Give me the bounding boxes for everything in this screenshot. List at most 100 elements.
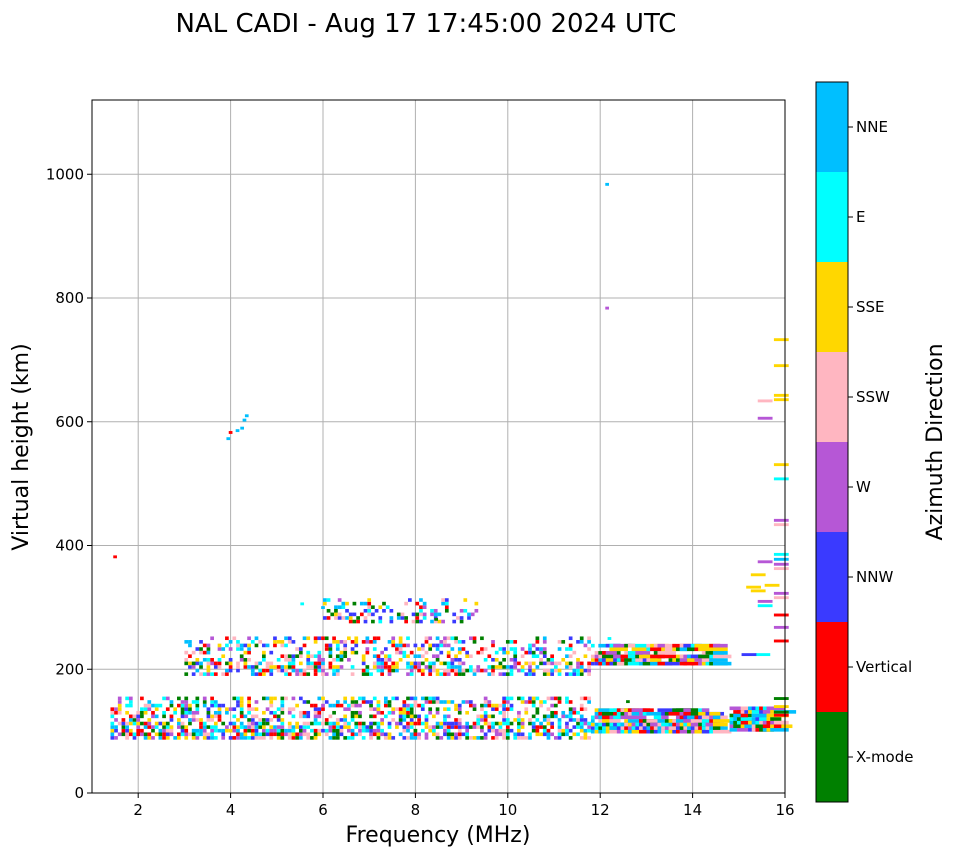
echo-point — [295, 647, 299, 651]
echo-point — [757, 604, 773, 608]
echo-point — [125, 728, 129, 733]
echo-point — [269, 668, 274, 673]
echo-point — [367, 608, 372, 613]
echo-point — [306, 721, 311, 726]
echo-point — [561, 728, 566, 733]
echo-point — [335, 700, 340, 704]
echo-point — [206, 661, 211, 666]
echo-point — [579, 640, 584, 644]
echo-point — [369, 707, 373, 711]
echo-point — [554, 714, 558, 719]
echo-point — [358, 728, 362, 733]
echo-point — [773, 463, 789, 467]
echo-point — [450, 665, 455, 669]
echo-point — [520, 647, 525, 651]
echo-point — [505, 721, 510, 726]
echo-point — [528, 650, 532, 655]
echo-point — [276, 725, 281, 729]
echo-point — [583, 721, 588, 726]
echo-point — [280, 640, 285, 644]
echo-point — [217, 661, 222, 666]
echo-point — [359, 601, 364, 606]
echo-point — [773, 557, 789, 561]
echo-point — [236, 647, 240, 651]
x-axis-ticks: 2 4 6 8 10 12 14 16 — [133, 793, 795, 819]
echo-point — [350, 672, 355, 676]
echo-point — [568, 714, 573, 719]
echo-point — [262, 710, 266, 715]
echo-point — [217, 710, 222, 715]
echo-point — [347, 725, 351, 729]
echo-point — [446, 643, 451, 648]
echo-point — [587, 696, 591, 701]
echo-point — [359, 612, 364, 617]
echo-point — [664, 661, 680, 666]
echo-point — [498, 732, 503, 737]
echo-point — [432, 714, 436, 719]
echo-point — [262, 650, 266, 655]
echo-point — [317, 721, 322, 726]
echo-point — [509, 696, 514, 701]
echo-point — [465, 736, 469, 740]
echo-point — [125, 736, 129, 740]
echo-point — [317, 707, 322, 711]
echo-point — [483, 647, 488, 651]
echo-point — [444, 598, 449, 602]
echo-point — [317, 665, 322, 669]
echo-point — [443, 700, 447, 704]
echo-point — [424, 665, 429, 669]
echo-point — [191, 732, 196, 737]
echo-point — [687, 715, 699, 720]
echo-point — [254, 736, 259, 740]
echo-point — [402, 650, 407, 655]
echo-point — [225, 661, 229, 666]
echo-point — [698, 711, 706, 716]
echo-point — [542, 654, 547, 658]
echo-point — [306, 714, 311, 719]
echo-point — [773, 398, 789, 402]
echo-point — [347, 721, 351, 726]
echo-point — [347, 703, 351, 708]
echo-point — [324, 721, 329, 726]
colorbar-segment — [816, 442, 848, 532]
echo-point — [709, 658, 728, 662]
echo-point — [457, 661, 462, 666]
echo-point — [173, 710, 178, 715]
echo-point — [539, 661, 543, 666]
echo-point — [225, 707, 229, 711]
echo-point — [162, 721, 166, 726]
echo-point — [406, 643, 410, 648]
echo-point — [195, 661, 200, 666]
echo-point — [712, 729, 732, 734]
echo-point — [542, 725, 547, 729]
echo-point — [420, 654, 425, 658]
echo-point — [690, 661, 702, 666]
echo-point — [180, 725, 185, 729]
x-tick-label: 8 — [411, 801, 421, 819]
colorbar-tick-label: E — [856, 208, 865, 226]
echo-point — [568, 707, 573, 711]
echo-point — [358, 696, 362, 701]
echo-point — [550, 714, 555, 719]
echo-point — [509, 647, 514, 651]
echo-point — [369, 700, 373, 704]
echo-point — [339, 665, 344, 669]
echo-point — [687, 647, 695, 652]
echo-point — [363, 619, 368, 624]
echo-point — [435, 707, 440, 711]
echo-point — [302, 714, 307, 719]
echo-point — [343, 647, 348, 651]
echo-point — [298, 668, 303, 673]
echo-point — [701, 719, 713, 723]
echo-point — [284, 732, 288, 737]
echo-point — [517, 725, 521, 729]
echo-point — [365, 672, 370, 676]
echo-point — [221, 736, 226, 740]
echo-point — [434, 617, 439, 621]
echo-point — [443, 636, 447, 641]
echo-point — [387, 721, 392, 726]
echo-point — [505, 696, 510, 701]
echo-point — [459, 619, 464, 624]
echo-point — [502, 703, 506, 708]
echo-point — [487, 721, 492, 726]
